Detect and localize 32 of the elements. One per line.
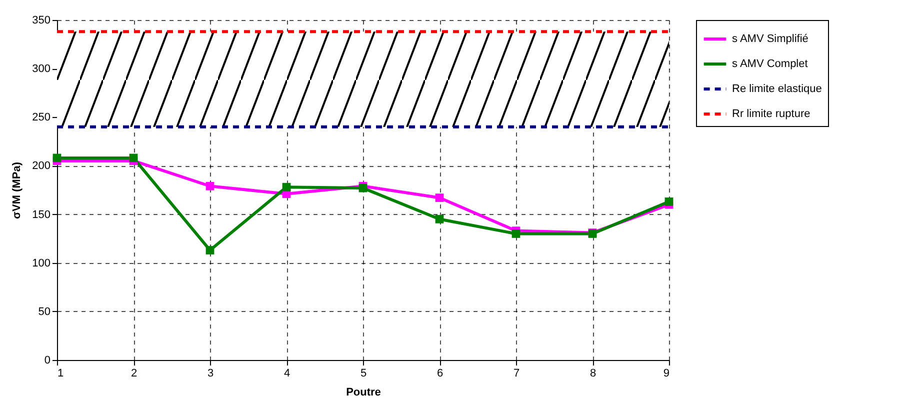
- legend-label: Re limite elastique: [732, 83, 822, 95]
- y-tick-label: 0: [44, 354, 50, 366]
- legend-label: Rr limite rupture: [732, 108, 810, 120]
- x-tick-label: 4: [284, 368, 290, 380]
- x-tick-label: 3: [207, 368, 214, 380]
- x-tick-label: 7: [513, 368, 520, 380]
- x-tick-label: 1: [58, 368, 64, 380]
- x-tick-label: 9: [663, 368, 670, 380]
- y-axis-title: σVM (MPa): [11, 162, 24, 220]
- point: [282, 182, 291, 192]
- point: [129, 154, 138, 162]
- x-tick-label: 8: [590, 368, 596, 380]
- x-tick-label: 5: [360, 368, 367, 380]
- y-tick-label: 250: [32, 112, 50, 124]
- legend-label: s AMV Simplifié: [732, 33, 808, 45]
- point: [206, 182, 214, 190]
- y-tick-label: 350: [32, 14, 50, 26]
- y-tick-label: 300: [32, 63, 50, 76]
- y-tick-label: 50: [38, 306, 50, 318]
- x-axis-title: Poutre: [346, 386, 381, 398]
- y-tick-label: 150: [32, 208, 50, 221]
- point: [664, 197, 674, 206]
- y-tick-label: 100: [32, 257, 50, 270]
- x-tick-label: 2: [130, 368, 138, 380]
- x-tick-label: 6: [436, 368, 444, 380]
- point: [206, 246, 214, 254]
- legend-label: s AMV Complet: [732, 58, 808, 70]
- point: [435, 194, 444, 202]
- point: [512, 230, 520, 238]
- y-tick-label: 200: [32, 160, 50, 172]
- point: [52, 154, 62, 162]
- point: [435, 214, 444, 224]
